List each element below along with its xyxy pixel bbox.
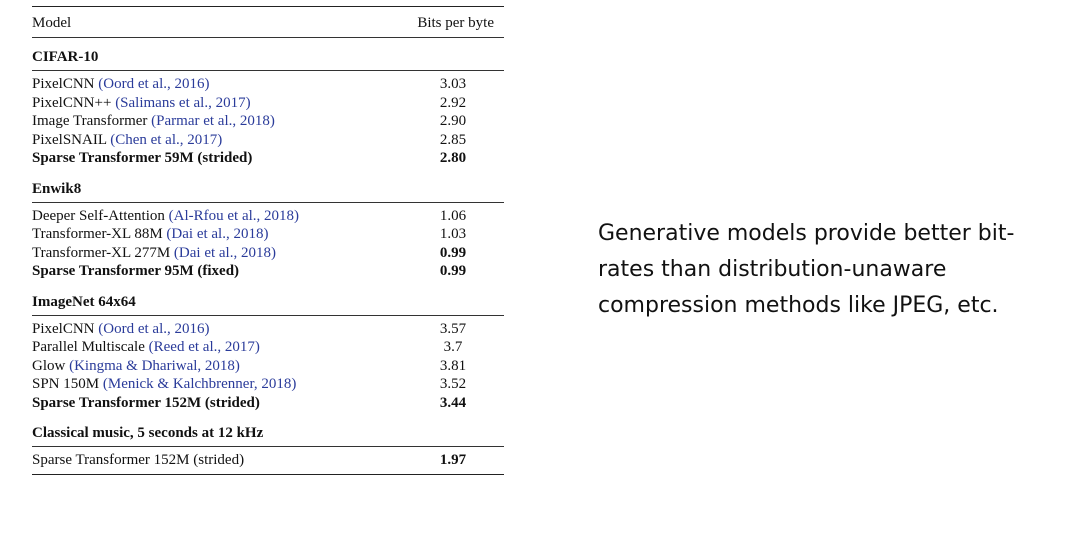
table-header: Model Bits per byte [32,11,504,35]
bits-per-byte-value: 0.99 [439,263,467,279]
bits-per-byte-value: 2.92 [439,94,467,111]
citation-link[interactable]: (Salimans et al., 2017) [115,94,251,111]
citation-link[interactable]: (Oord et al., 2016) [98,76,210,92]
section-title: ImageNet 64x64 [32,293,136,310]
model-label: Deeper Self-Attention [32,207,169,224]
section-title: Classical music, 5 seconds at 12 kHz [32,425,264,441]
header-metric: Bits per byte [417,15,494,31]
table-row: PixelSNAIL (Chen et al., 2017) 2.85 [32,131,504,150]
bits-per-byte-value: 1.03 [439,226,467,242]
model-name: Transformer-XL 88M (Dai et al., 2018) [32,225,418,244]
bits-per-byte-value: 2.80 [439,150,467,166]
citation-link[interactable]: (Kingma & Dhariwal, 2018) [69,357,240,374]
citation-link[interactable]: (Menick & Kalchbrenner, 2018) [102,376,297,392]
model-label: PixelCNN++ [32,94,116,111]
bits-per-byte-value: 3.81 [439,357,467,374]
results-table: Model Bits per byte CIFAR-10 PixelCNN (Oo… [32,6,504,475]
citation-link[interactable]: (Oord et al., 2016) [98,320,210,337]
caption-text: Generative models provide better bit-rat… [598,221,1015,318]
bits-per-byte-value: 3.03 [439,76,467,92]
table-bottom-rule [32,473,504,475]
bits-per-byte-value: 1.06 [439,207,467,224]
table-row: Transformer-XL 277M (Dai et al., 2018) 0.… [32,244,504,263]
model-name: Sparse Transformer 152M (strided) [32,394,418,413]
table-row: Sparse Transformer 152M (strided) 3.44 [32,394,504,413]
model-name: SPN 150M (Menick & Kalchbrenner, 2018) [32,375,418,394]
model-label: Transformer-XL 277M [32,244,174,261]
model-label: SPN 150M [32,376,103,392]
table-row: Sparse Transformer 95M (fixed) 0.99 [32,262,504,281]
model-name: Parallel Multiscale (Reed et al., 2017) [32,338,418,357]
model-name: Image Transformer (Parmar et al., 2018) [32,112,418,131]
model-label: Parallel Multiscale [32,339,149,355]
citation-link[interactable]: (Dai et al., 2018) [166,226,269,242]
model-name: PixelCNN (Oord et al., 2016) [32,320,418,339]
table-row: PixelCNN (Oord et al., 2016) 3.03 [32,75,504,94]
model-name: Deeper Self-Attention (Al-Rfou et al., 2… [32,207,418,226]
model-label: PixelCNN [32,76,99,92]
model-name: Sparse Transformer 59M (strided) [32,149,418,168]
bits-per-byte-value: 2.85 [439,131,467,148]
section-title: Enwik8 [32,180,82,197]
model-name: Glow (Kingma & Dhariwal, 2018) [32,357,418,376]
model-name: PixelCNN (Oord et al., 2016) [32,75,418,94]
table-row: PixelCNN (Oord et al., 2016) 3.57 [32,320,504,339]
table-row: Image Transformer (Parmar et al., 2018) 2… [32,112,504,131]
bits-per-byte-value: 3.7 [443,339,463,355]
model-label: Sparse Transformer 59M (strided) [32,150,253,166]
section-title: CIFAR-10 [32,49,99,65]
table-row: Parallel Multiscale (Reed et al., 2017) 3… [32,338,504,357]
model-name: Sparse Transformer 95M (fixed) [32,262,418,281]
bits-per-byte-value: 3.57 [439,320,467,337]
citation-link[interactable]: (Reed et al., 2017) [148,339,260,355]
model-label: Glow [32,357,70,374]
model-label: PixelSNAIL [32,131,111,148]
section-rule [32,446,504,447]
citation-link[interactable]: (Parmar et al., 2018) [151,113,275,129]
model-label: Image Transformer [32,113,152,129]
header-model: Model [32,15,72,31]
citation-link[interactable]: (Chen et al., 2017) [110,131,223,148]
citation-link[interactable]: (Dai et al., 2018) [173,244,276,261]
model-label: PixelCNN [32,320,99,337]
model-name: Transformer-XL 277M (Dai et al., 2018) [32,244,418,263]
table-top-rule [32,6,504,7]
bits-per-byte-value: 3.52 [439,376,467,392]
table-row: Transformer-XL 88M (Dai et al., 2018) 1.0… [32,225,504,244]
table-row: Sparse Transformer 152M (strided) 1.97 [32,451,504,470]
model-label: Sparse Transformer 152M (strided) [32,452,245,468]
bits-per-byte-value: 3.44 [439,394,467,411]
section-rule [32,70,504,71]
section-rule [32,201,504,203]
bits-per-byte-value: 2.90 [439,113,467,129]
model-name: Sparse Transformer 152M (strided) [32,451,418,470]
model-label: Transformer-XL 88M [32,226,167,242]
bits-per-byte-value: 1.97 [439,452,467,468]
model-name: PixelCNN++ (Salimans et al., 2017) [32,94,418,113]
table-body: CIFAR-10 PixelCNN (Oord et al., 2016) 3.03… [32,42,504,470]
table-row: Deeper Self-Attention (Al-Rfou et al., 2… [32,207,504,226]
table-row: PixelCNN++ (Salimans et al., 2017) 2.92 [32,94,504,113]
section-rule [32,314,504,316]
bits-per-byte-value: 0.99 [439,244,467,261]
model-label: Sparse Transformer 95M (fixed) [32,263,240,279]
model-name: PixelSNAIL (Chen et al., 2017) [32,131,418,150]
model-label: Sparse Transformer 152M (strided) [32,394,260,411]
table-row: Glow (Kingma & Dhariwal, 2018) 3.81 [32,357,504,376]
table-row: SPN 150M (Menick & Kalchbrenner, 2018) 3.… [32,375,504,394]
header-rule [32,37,504,38]
table-row: Sparse Transformer 59M (strided) 2.80 [32,149,504,168]
citation-link[interactable]: (Al-Rfou et al., 2018) [168,207,300,224]
